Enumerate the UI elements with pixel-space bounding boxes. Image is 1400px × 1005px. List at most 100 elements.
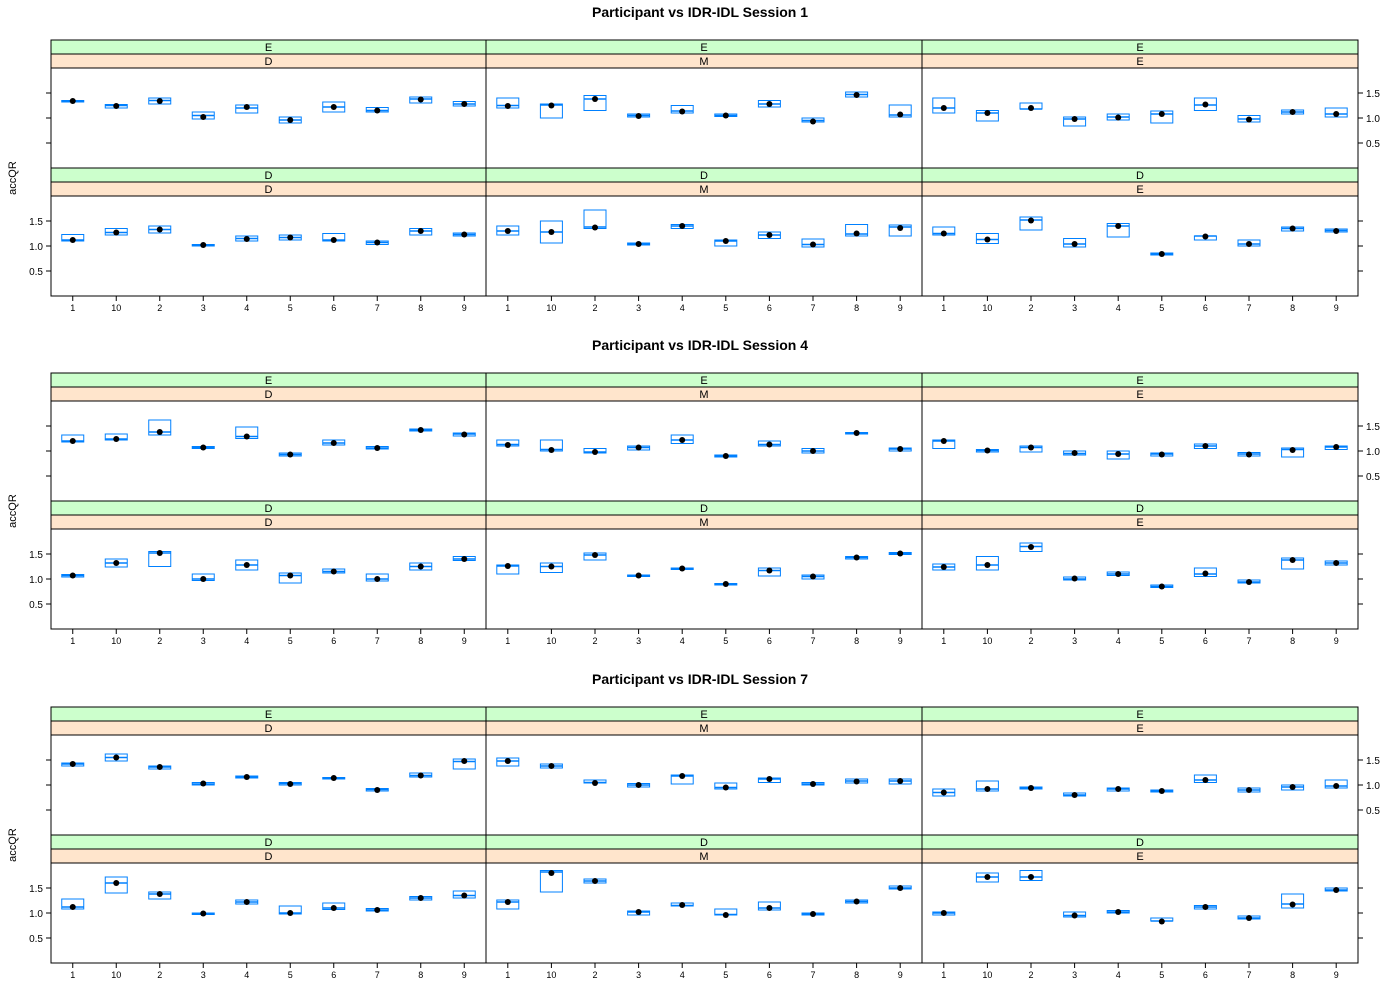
x-tick-label: 1 (70, 636, 75, 646)
data-point (1202, 777, 1209, 783)
y-tick-label: 1.5 (1366, 89, 1380, 100)
data-point (504, 103, 511, 109)
x-tick-label: 7 (1246, 970, 1251, 980)
data-point (679, 902, 686, 908)
x-tick-label: 9 (1334, 970, 1339, 980)
data-point (1289, 557, 1296, 563)
data-point (1333, 228, 1340, 234)
data-point (287, 910, 294, 916)
data-point (1333, 560, 1340, 566)
x-tick-label: 3 (636, 970, 641, 980)
data-point (810, 911, 816, 917)
data-point (330, 775, 337, 781)
panel-bottom-1: DD 0.5 1.0 1.5 1 10 2 3 4 5 6 7 8 9 (29, 167, 487, 313)
data-point (548, 870, 555, 876)
data-point (1246, 579, 1252, 585)
x-tick-label: 1 (70, 970, 75, 980)
data-point (417, 427, 424, 433)
data-point (722, 581, 729, 587)
box (539, 562, 563, 573)
panel-frame (921, 862, 1359, 964)
y-tick-label: 0.5 (1366, 806, 1380, 817)
data-point (1202, 101, 1209, 108)
chart-title: Participant vs IDR-IDL Session 1 (592, 4, 808, 20)
panel-frame (50, 67, 487, 169)
data-point (1333, 783, 1340, 789)
y-axis-label: accQR (7, 494, 19, 528)
panel-top-1: ED (46, 372, 487, 502)
x-tick-label: 5 (1159, 636, 1164, 646)
data-point (635, 113, 642, 119)
y-tick-label: 0.5 (29, 600, 43, 611)
box (1019, 216, 1043, 231)
data-point (1158, 583, 1165, 590)
data-point (504, 899, 511, 905)
x-tick-label: 7 (1246, 303, 1251, 313)
data-point (504, 442, 511, 448)
panel-frame (921, 195, 1359, 297)
session-chart-3: Participant vs IDR-IDL Session 7accQREDE… (7, 671, 1380, 980)
data-point (69, 761, 76, 767)
chart-title: Participant vs IDR-IDL Session 4 (592, 337, 808, 353)
data-point (766, 776, 773, 782)
data-point (722, 912, 729, 918)
y-tick-label: 1.0 (29, 909, 43, 920)
data-point (1333, 444, 1340, 450)
x-tick-label: 2 (592, 303, 597, 313)
data-point (810, 241, 816, 248)
x-tick-label: 5 (288, 970, 293, 980)
data-point (897, 446, 904, 452)
data-point (330, 237, 337, 243)
data-point (897, 885, 904, 891)
data-point (984, 447, 991, 454)
data-point (113, 229, 120, 236)
y-tick-label: 1.0 (1366, 447, 1380, 458)
strip-outer-label: E (1136, 42, 1143, 54)
data-point (940, 105, 947, 111)
y-tick-label: 1.5 (29, 217, 43, 228)
data-point (679, 565, 686, 572)
strip-inner-label: M (699, 184, 708, 196)
strip-outer-label: D (1136, 837, 1144, 849)
data-point (766, 232, 773, 238)
data-point (635, 444, 642, 451)
data-point (504, 228, 511, 234)
strip-inner-label: D (265, 184, 273, 196)
panel-top-2: EM (485, 372, 923, 502)
x-tick-label: 10 (111, 636, 121, 646)
data-point (200, 576, 207, 582)
panel-top-3: EE 0.5 1.0 1.5 (921, 372, 1380, 502)
box (975, 233, 999, 244)
strip-inner-label: M (699, 517, 708, 529)
x-tick-label: 5 (723, 970, 728, 980)
x-tick-label: 7 (1246, 636, 1251, 646)
strip-inner-label: D (265, 389, 273, 401)
data-point (1071, 241, 1078, 247)
x-tick-label: 9 (898, 303, 903, 313)
data-point (984, 236, 991, 243)
box (104, 876, 128, 894)
x-tick-label: 4 (244, 636, 249, 646)
data-point (984, 874, 991, 880)
x-tick-label: 2 (592, 636, 597, 646)
data-point (156, 891, 163, 897)
data-point (1246, 451, 1252, 458)
data-point (1071, 912, 1078, 919)
data-point (156, 98, 163, 104)
data-point (635, 241, 642, 247)
panel-top-3: EE 0.5 1.0 1.5 (921, 706, 1380, 836)
data-point (679, 437, 686, 443)
data-point (1028, 785, 1034, 791)
data-point (461, 101, 468, 107)
y-tick-label: 0.5 (1366, 139, 1380, 150)
panel-bottom-2: DM 1 10 2 3 4 5 6 7 8 9 (485, 834, 923, 980)
data-point (1333, 111, 1340, 117)
session-chart-2: Participant vs IDR-IDL Session 4accQREDE… (7, 337, 1380, 646)
data-point (810, 118, 816, 125)
data-point (113, 436, 120, 442)
data-point (1158, 451, 1165, 458)
strip-outer-label: D (265, 837, 273, 849)
panel-bottom-3: DE 1 10 2 3 4 5 6 7 8 9 (921, 500, 1363, 646)
data-point (1115, 909, 1122, 915)
data-point (1289, 784, 1296, 790)
